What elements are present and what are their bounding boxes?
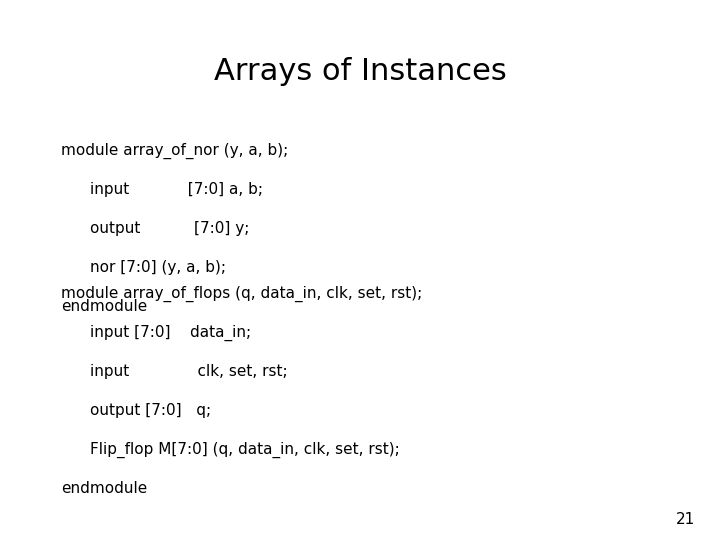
Text: endmodule: endmodule bbox=[61, 481, 148, 496]
Text: module array_of_flops (q, data_in, clk, set, rst);: module array_of_flops (q, data_in, clk, … bbox=[61, 286, 423, 302]
Text: input              clk, set, rst;: input clk, set, rst; bbox=[90, 364, 287, 379]
Text: Arrays of Instances: Arrays of Instances bbox=[214, 57, 506, 86]
Text: nor [7:0] (y, a, b);: nor [7:0] (y, a, b); bbox=[90, 260, 226, 275]
Text: output           [7:0] y;: output [7:0] y; bbox=[90, 221, 249, 236]
Text: input            [7:0] a, b;: input [7:0] a, b; bbox=[90, 182, 263, 197]
Text: Flip_flop M[7:0] (q, data_in, clk, set, rst);: Flip_flop M[7:0] (q, data_in, clk, set, … bbox=[90, 442, 400, 458]
Text: endmodule: endmodule bbox=[61, 299, 148, 314]
Text: output [7:0]   q;: output [7:0] q; bbox=[90, 403, 211, 418]
Text: 21: 21 bbox=[675, 511, 695, 526]
Text: module array_of_nor (y, a, b);: module array_of_nor (y, a, b); bbox=[61, 143, 289, 159]
Text: input [7:0]    data_in;: input [7:0] data_in; bbox=[90, 325, 251, 341]
